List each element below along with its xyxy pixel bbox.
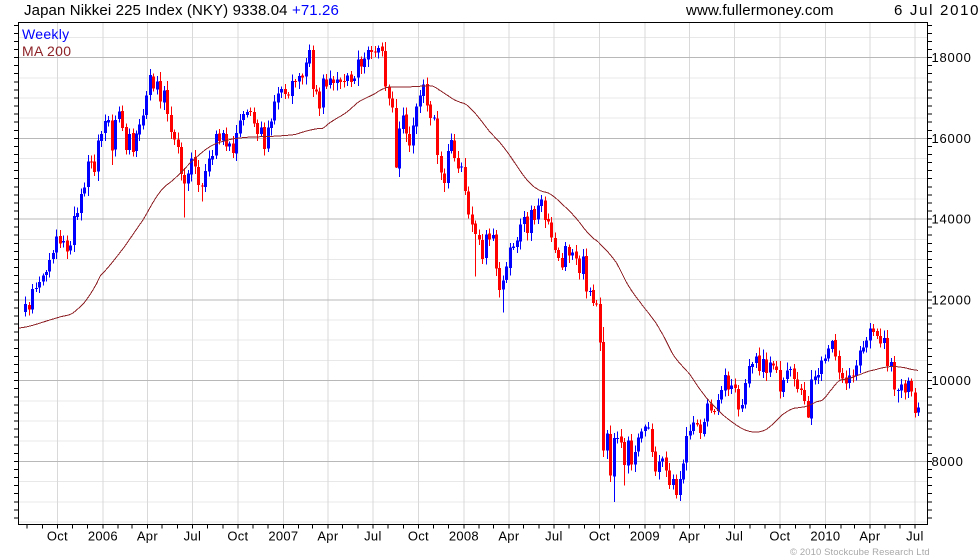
svg-text:Jul: Jul <box>545 528 563 543</box>
svg-text:2009: 2009 <box>630 528 660 543</box>
svg-text:Oct: Oct <box>227 528 248 543</box>
svg-text:Oct: Oct <box>408 528 429 543</box>
svg-text:16000: 16000 <box>932 131 972 146</box>
svg-text:Jul: Jul <box>906 528 924 543</box>
svg-text:10000: 10000 <box>932 373 972 388</box>
svg-text:Apr: Apr <box>859 528 881 543</box>
svg-text:Apr: Apr <box>498 528 520 543</box>
svg-text:14000: 14000 <box>932 212 972 227</box>
svg-text:Apr: Apr <box>679 528 701 543</box>
svg-text:2006: 2006 <box>88 528 118 543</box>
svg-text:2008: 2008 <box>449 528 479 543</box>
svg-text:Jul: Jul <box>364 528 382 543</box>
svg-text:18000: 18000 <box>932 50 972 65</box>
svg-text:Oct: Oct <box>47 528 68 543</box>
svg-text:Jul: Jul <box>184 528 202 543</box>
svg-text:12000: 12000 <box>932 293 972 308</box>
svg-text:Oct: Oct <box>769 528 790 543</box>
svg-text:Apr: Apr <box>317 528 339 543</box>
svg-text:Oct: Oct <box>589 528 610 543</box>
svg-text:Jul: Jul <box>726 528 744 543</box>
svg-text:8000: 8000 <box>932 454 964 469</box>
svg-text:2007: 2007 <box>268 528 298 543</box>
svg-text:2010: 2010 <box>810 528 840 543</box>
svg-text:Apr: Apr <box>137 528 159 543</box>
